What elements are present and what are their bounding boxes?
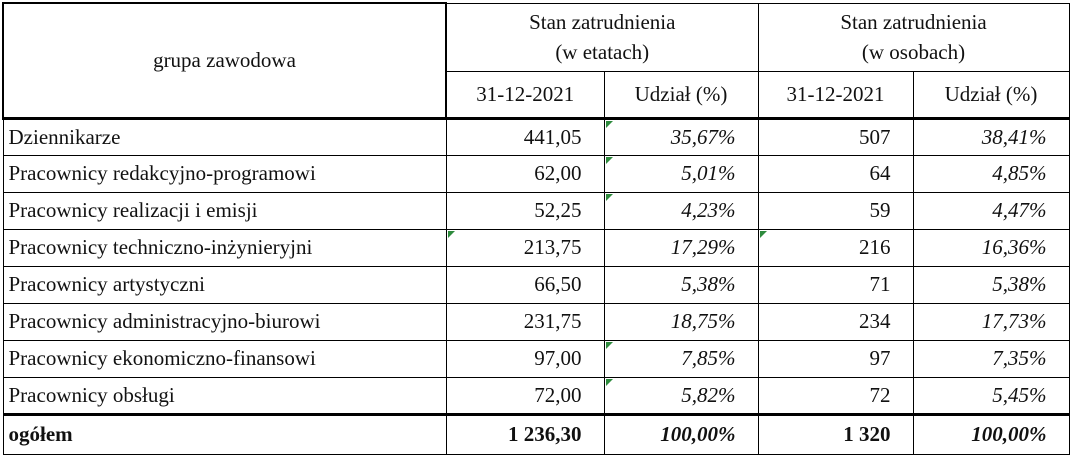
total-osoby: 1 320 — [757, 412, 914, 455]
cell-etaty-pct: 4,23% — [603, 191, 759, 230]
cell-osoby: 59 — [757, 191, 914, 230]
cell-etaty: 66,50 — [445, 265, 605, 304]
total-label: ogółem — [2, 412, 447, 455]
row-name: Pracownicy realizacji i emisji — [2, 191, 447, 230]
row-name: Pracownicy obsługi — [2, 376, 447, 415]
row-name: Dziennikarze — [2, 116, 447, 156]
cell-osoby-pct: 4,85% — [912, 154, 1070, 193]
row-name: Pracownicy redakcyjno-programowi — [2, 154, 447, 193]
cell-etaty-pct: 17,29% — [603, 228, 759, 267]
cell-etaty-pct: 7,85% — [603, 339, 759, 378]
section-header-etaty: Stan zatrudnienia (w etatach) — [445, 2, 759, 72]
section-osoby-line1: Stan zatrudnienia — [840, 10, 987, 34]
cell-etaty: 62,00 — [445, 154, 605, 193]
row-name: Pracownicy ekonomiczno-finansowi — [2, 339, 447, 378]
total-row: ogółem 1 236,30 100,00% 1 320 100,00% — [2, 412, 1070, 455]
total-etaty: 1 236,30 — [445, 412, 605, 455]
section-osoby-line2: (w osobach) — [861, 40, 966, 64]
table-row: Pracownicy redakcyjno-programowi 62,00 5… — [2, 154, 1070, 193]
total-etaty-pct: 100,00% — [603, 412, 759, 455]
cell-etaty-pct: 5,01% — [603, 154, 759, 193]
cell-osoby: 216 — [757, 228, 914, 267]
table-row: Pracownicy techniczno-inżynieryjni 213,7… — [2, 228, 1070, 267]
cell-osoby: 71 — [757, 265, 914, 304]
cell-osoby: 72 — [757, 376, 914, 415]
cell-etaty-pct: 18,75% — [603, 302, 759, 341]
cell-etaty: 213,75 — [445, 228, 605, 267]
cell-etaty: 441,05 — [445, 116, 605, 156]
table-row: Pracownicy administracyjno-biurowi 231,7… — [2, 302, 1070, 341]
cell-osoby-pct: 16,36% — [912, 228, 1070, 267]
row-name: Pracownicy artystyczni — [2, 265, 447, 304]
cell-etaty-pct: 35,67% — [603, 116, 759, 156]
group-header: grupa zawodowa — [2, 2, 447, 119]
cell-osoby: 64 — [757, 154, 914, 193]
total-osoby-pct: 100,00% — [912, 412, 1070, 455]
cell-etaty: 97,00 — [445, 339, 605, 378]
cell-osoby-pct: 38,41% — [912, 116, 1070, 156]
table-row: Pracownicy realizacji i emisji 52,25 4,2… — [2, 191, 1070, 230]
col-share-etaty: Udział (%) — [603, 70, 759, 119]
table-row: Pracownicy obsługi 72,00 5,82% 72 5,45% — [2, 376, 1070, 415]
section-etaty-line1: Stan zatrudnienia — [529, 10, 676, 34]
col-date-osoby: 31-12-2021 — [757, 70, 914, 119]
cell-etaty: 52,25 — [445, 191, 605, 230]
table-row: Dziennikarze 441,05 35,67% 507 38,41% — [2, 116, 1070, 156]
cell-osoby-pct: 7,35% — [912, 339, 1070, 378]
cell-osoby: 507 — [757, 116, 914, 156]
cell-osoby-pct: 17,73% — [912, 302, 1070, 341]
col-date-etaty: 31-12-2021 — [445, 70, 605, 119]
cell-osoby-pct: 5,38% — [912, 265, 1070, 304]
cell-etaty: 231,75 — [445, 302, 605, 341]
cell-etaty: 72,00 — [445, 376, 605, 415]
cell-osoby-pct: 4,47% — [912, 191, 1070, 230]
cell-etaty-pct: 5,82% — [603, 376, 759, 415]
row-name: Pracownicy techniczno-inżynieryjni — [2, 228, 447, 267]
group-header-label: grupa zawodowa — [153, 47, 296, 72]
row-name: Pracownicy administracyjno-biurowi — [2, 302, 447, 341]
table-row: Pracownicy ekonomiczno-finansowi 97,00 7… — [2, 339, 1070, 378]
cell-osoby-pct: 5,45% — [912, 376, 1070, 415]
section-header-osoby: Stan zatrudnienia (w osobach) — [757, 2, 1070, 72]
table-row: Pracownicy artystyczni 66,50 5,38% 71 5,… — [2, 265, 1070, 304]
cell-etaty-pct: 5,38% — [603, 265, 759, 304]
cell-osoby: 234 — [757, 302, 914, 341]
employment-table: grupa zawodowa Stan zatrudnienia (w etat… — [2, 2, 1070, 455]
section-etaty-line2: (w etatach) — [555, 40, 650, 64]
col-share-osoby: Udział (%) — [912, 70, 1070, 119]
cell-osoby: 97 — [757, 339, 914, 378]
